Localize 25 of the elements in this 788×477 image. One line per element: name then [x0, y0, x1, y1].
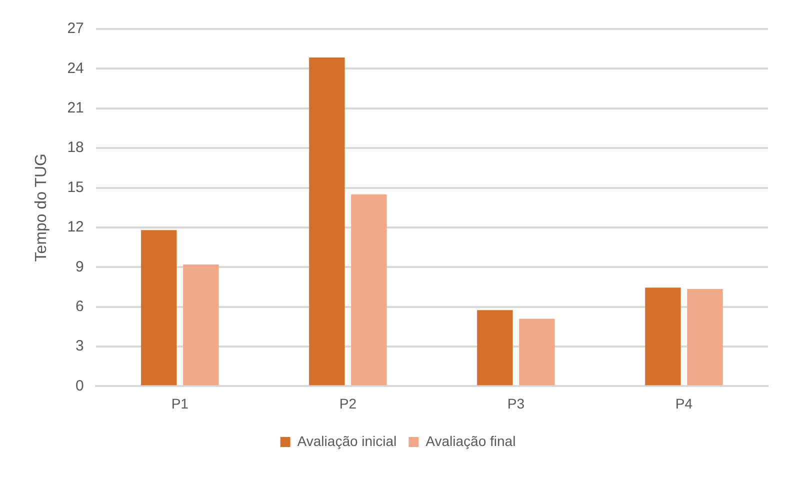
- y-tick-label: 12: [67, 218, 84, 236]
- bar: [645, 288, 681, 386]
- y-tick-label: 15: [67, 178, 84, 196]
- y-tick-label: 3: [76, 338, 84, 355]
- bar: [519, 318, 555, 386]
- y-tick-label: 21: [67, 100, 84, 117]
- x-tick-label: P4: [675, 395, 693, 412]
- bar: [351, 194, 387, 386]
- y-tick-label: 24: [67, 60, 84, 77]
- y-tick-label: 9: [76, 258, 84, 276]
- x-tick-label: P1: [171, 395, 189, 412]
- x-tick-label: P2: [339, 395, 357, 412]
- y-tick-label: 27: [67, 20, 84, 38]
- bar: [183, 264, 219, 386]
- legend-label: Avaliação inicial: [297, 432, 397, 449]
- y-tick-label: 18: [67, 139, 84, 156]
- y-tick-label: 6: [76, 298, 84, 315]
- bar: [309, 57, 345, 386]
- bar: [687, 288, 723, 386]
- legend-label: Avaliação final: [426, 432, 516, 449]
- bar: [477, 310, 513, 386]
- y-tick-label: 0: [76, 377, 84, 394]
- x-tick-label: P3: [507, 395, 525, 412]
- bar: [141, 230, 177, 386]
- y-axis-title: Tempo do TUG: [33, 154, 50, 262]
